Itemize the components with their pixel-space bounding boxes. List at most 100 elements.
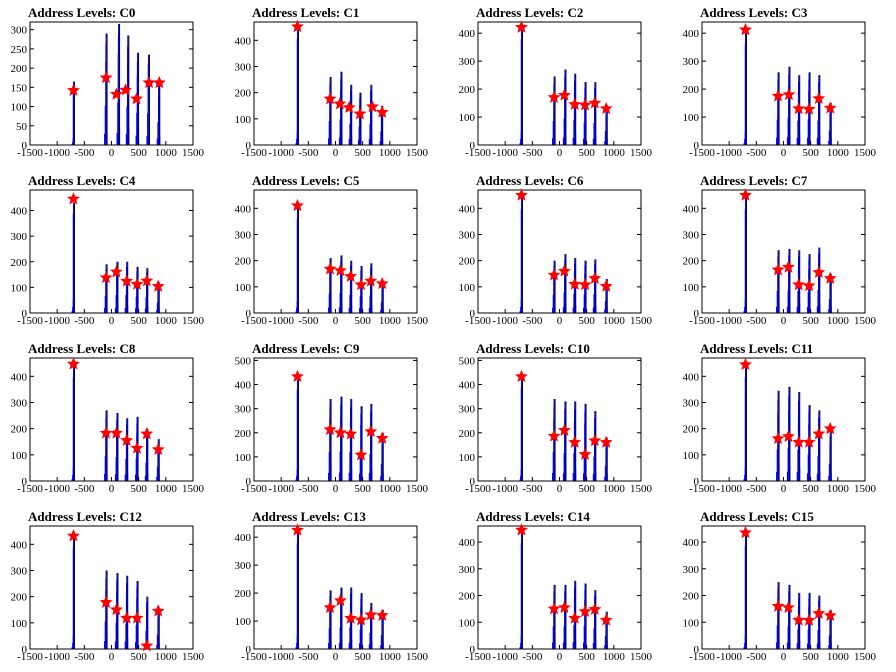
y-tick-label: 0 [22,644,28,656]
peak-marker [375,431,389,444]
peak-marker [515,369,528,383]
histogram-plot: 0 100 200 300 400 -1500 -1000 -500 0 500 1000 1500 [459,188,653,327]
x-tick-label: 1000 [379,651,402,663]
peak-marker [130,441,144,454]
peak-marker [140,274,154,287]
x-tick-label: -1500 [241,147,267,159]
x-tick-label: -1500 [17,483,43,495]
y-tick-label: 0 [246,644,252,656]
y-tick-label: 0 [246,308,252,320]
chart-panel: Address Levels: C4 0 100 200 300 400 -1500 -100… [0,168,224,336]
x-tick-label: 500 [578,483,595,495]
y-tick-label: 100 [683,282,700,294]
x-tick-label: -500 [298,147,319,159]
x-tick-label: 1500 [630,651,653,663]
chart-title: Address Levels: C13 [252,509,366,524]
chart-panel: Address Levels: C11 0 100 200 300 400 -1500 -10… [672,336,896,504]
y-tick-label: 200 [11,257,28,269]
y-tick-label: 200 [683,591,700,603]
x-tick-label: 1500 [854,651,877,663]
y-tick-label: 400 [683,537,700,549]
chart-panel: Address Levels: C13 0 100 200 300 400 -1500 -10… [224,504,448,672]
y-tick-label: 0 [22,308,28,320]
x-tick-label: -1000 [716,483,742,495]
x-tick-label: -500 [746,147,767,159]
peak-marker [578,604,592,618]
y-tick-label: 200 [11,63,28,75]
y-tick-label: 0 [246,140,252,152]
x-tick-label: 0 [333,483,339,495]
y-tick-label: 300 [683,564,700,576]
y-tick-label: 100 [459,617,476,629]
y-tick-label: 300 [235,229,252,241]
plot-frame [253,189,418,314]
peak-marker [568,97,582,110]
peak-marker [771,263,785,276]
x-tick-label: -1000 [268,651,294,663]
y-tick-label: 200 [459,84,476,96]
peak-marker [364,274,378,287]
histogram-plot: 0 100 200 300 400 -1500 -1000 -500 0 500 1000 1500 [235,189,429,327]
chart-title: Address Levels: C9 [252,341,360,356]
y-tick-label: 200 [683,424,700,436]
x-tick-label: -1500 [689,483,715,495]
chart-panel: Address Levels: C12 0 100 200 300 400 -1500 -10… [0,504,224,672]
plot-frame [253,357,418,482]
x-tick-label: 1500 [630,147,653,159]
x-tick-label: -500 [746,315,767,327]
chart-title: Address Levels: C5 [252,173,360,188]
plot-frame [477,189,642,314]
peak-marker [588,433,602,447]
peak-marker [364,424,378,438]
y-tick-label: 0 [470,644,476,656]
peak-marker [353,107,367,120]
x-tick-label: 0 [781,147,787,159]
peak-marker [557,264,571,277]
chart-title: Address Levels: C1 [252,5,360,20]
x-tick-label: 1000 [827,483,850,495]
y-tick-label: 200 [683,256,700,268]
x-tick-label: 0 [333,147,339,159]
y-tick-label: 100 [235,616,252,628]
x-tick-label: 1000 [603,483,626,495]
y-tick-label: 400 [459,28,476,40]
x-tick-label: 0 [109,651,115,663]
x-tick-label: 500 [354,483,371,495]
x-tick-label: 0 [781,483,787,495]
peak-marker [557,600,571,614]
peak-marker [557,423,571,436]
y-tick-label: 0 [470,308,476,320]
y-tick-label: 0 [22,476,28,488]
peak-marker [130,277,144,290]
x-tick-label: 500 [578,651,595,663]
x-tick-label: 0 [333,651,339,663]
peak-marker [109,602,123,616]
peak-marker [802,279,816,292]
y-tick-label: 0 [470,140,476,152]
peak-marker [140,427,154,440]
peak-marker [375,105,389,118]
chart-panel: Address Levels: C2 0 100 200 300 400 -1500 -100… [448,0,672,168]
peak-marker [333,593,347,607]
peak-marker [568,435,582,448]
y-tick-label: 150 [11,82,28,94]
peak-marker [588,271,602,284]
peak-marker [578,277,592,291]
x-tick-label: -1000 [492,651,518,663]
y-tick-label: 300 [11,231,28,243]
chart-title: Address Levels: C12 [28,509,142,524]
plot-frame [29,357,194,482]
x-tick-label: -500 [746,651,767,663]
peak-marker [67,357,80,370]
peak-marker [333,263,347,277]
peak-marker [588,602,602,615]
x-tick-label: 500 [578,147,595,159]
histogram-plot: 0 100 200 300 400 -1500 -1000 -500 0 500 1000 1500 [683,525,877,663]
y-tick-label: 300 [11,397,28,409]
y-tick-label: 400 [11,206,28,218]
x-tick-label: -1000 [44,651,70,663]
x-tick-label: 1000 [603,651,626,663]
y-tick-label: 100 [11,102,28,114]
peak-marker [130,611,144,624]
y-tick-label: 500 [459,355,476,367]
